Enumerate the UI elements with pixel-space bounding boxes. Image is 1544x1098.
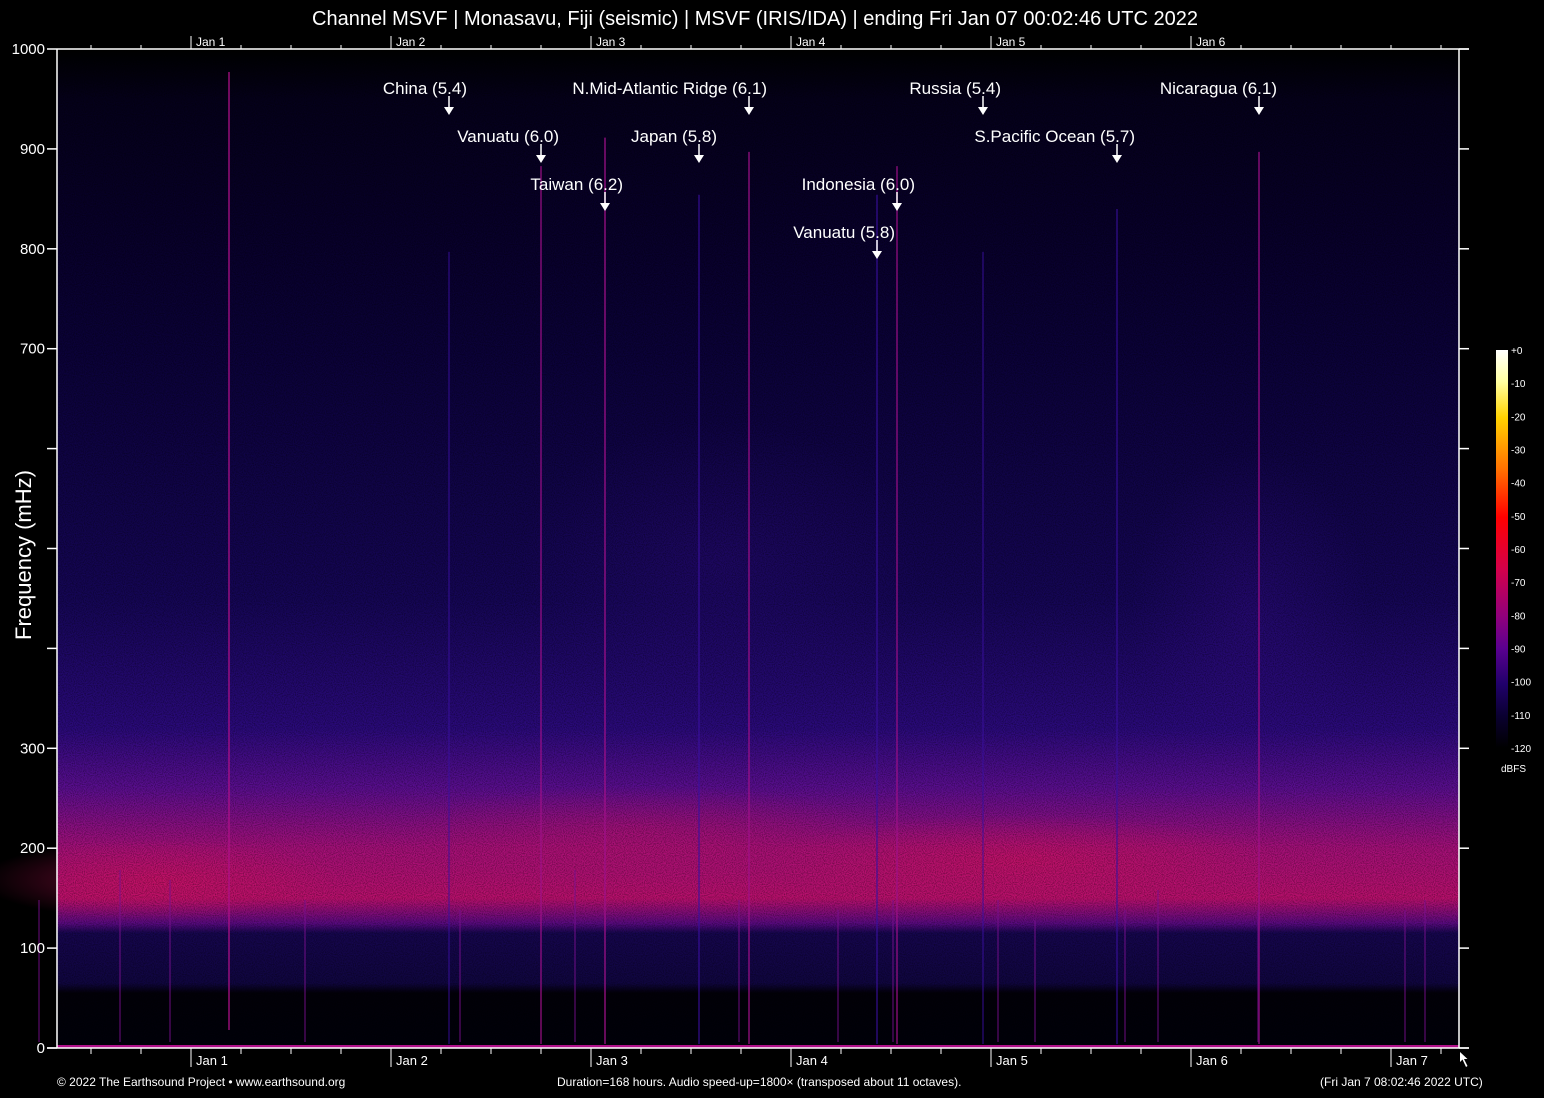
event-annotation: N.Mid-Atlantic Ridge (6.1) <box>572 79 767 115</box>
event-annotation: Nicaragua (6.1) <box>1160 79 1277 115</box>
colorbar-tick-label: -20 <box>1511 412 1526 423</box>
colorbar-tick-label: -30 <box>1511 446 1526 457</box>
event-label: Indonesia (6.0) <box>802 175 915 194</box>
colorbar: +0 -10 -20 -30 -40 -50 -60 -70 -80 -90 -100 -110 -12… <box>1496 346 1531 775</box>
down-arrow-icon <box>444 107 454 115</box>
event-annotation: Vanuatu (6.0) <box>457 127 559 163</box>
x-tick-label-bottom: Jan 1 <box>196 1053 228 1068</box>
y-tick-label: 200 <box>20 840 45 857</box>
y-tick-label: 700 <box>20 341 45 358</box>
down-arrow-icon <box>892 203 902 211</box>
colorbar-tick-label: -90 <box>1511 645 1526 656</box>
down-arrow-icon <box>744 107 754 115</box>
event-annotation: Japan (5.8) <box>631 127 717 163</box>
x-tick-label-bottom: Jan 5 <box>996 1053 1028 1068</box>
spectrogram-plot <box>0 49 1459 1048</box>
event-annotation: Taiwan (6.2) <box>530 175 623 211</box>
colorbar-tick-label: -120 <box>1511 744 1531 755</box>
colorbar-tick-label: -60 <box>1511 545 1526 556</box>
event-label: S.Pacific Ocean (5.7) <box>974 127 1135 146</box>
down-arrow-icon <box>872 251 882 259</box>
earthquake-annotations: China (5.4) N.Mid-Atlantic Ridge (6.1) Rus… <box>383 79 1277 259</box>
event-label: Japan (5.8) <box>631 127 717 146</box>
event-lines <box>38 72 1426 1044</box>
colorbar-tick-label: -10 <box>1511 379 1526 390</box>
event-annotation: Indonesia (6.0) <box>802 175 915 211</box>
event-label: Nicaragua (6.1) <box>1160 79 1277 98</box>
cursor-arrow-icon <box>1460 1052 1468 1067</box>
x-tick-label-top: Jan 4 <box>796 35 826 49</box>
down-arrow-icon <box>536 155 546 163</box>
down-arrow-icon <box>694 155 704 163</box>
y-tick-label: 100 <box>20 940 45 957</box>
event-label: Vanuatu (6.0) <box>457 127 559 146</box>
x-tick-label-bottom: Jan 6 <box>1196 1053 1228 1068</box>
chart-title: Channel MSVF | Monasavu, Fiji (seismic) … <box>312 8 1198 30</box>
event-annotation: China (5.4) <box>383 79 467 115</box>
x-tick-label-bottom: Jan 3 <box>596 1053 628 1068</box>
x-tick-label-bottom: Jan 7 <box>1396 1053 1428 1068</box>
colorbar-tick-label: +0 <box>1511 346 1523 357</box>
colorbar-tick-label: -80 <box>1511 611 1526 622</box>
footer-copyright: © 2022 The Earthsound Project • www.eart… <box>57 1075 346 1089</box>
event-annotation: Vanuatu (5.8) <box>793 223 895 259</box>
x-axis-ticks: Jan 1 Jan 2 Jan 3 Jan 4 Jan 5 Jan 6 Jan 7 Jan 1… <box>90 35 1442 1068</box>
y-tick-label: 0 <box>37 1040 45 1057</box>
x-tick-label-bottom: Jan 4 <box>796 1053 828 1068</box>
event-label: N.Mid-Atlantic Ridge (6.1) <box>572 79 767 98</box>
x-tick-label-top: Jan 1 <box>196 35 226 49</box>
down-arrow-icon <box>978 107 988 115</box>
colorbar-tick-label: -40 <box>1511 479 1526 490</box>
y-tick-label: 300 <box>20 740 45 757</box>
down-arrow-icon <box>1112 155 1122 163</box>
colorbar-tick-label: -110 <box>1511 711 1531 722</box>
x-tick-label-top: Jan 2 <box>396 35 426 49</box>
colorbar-tick-label: -70 <box>1511 578 1526 589</box>
colorbar-tick-label: -100 <box>1511 678 1531 689</box>
event-label: Taiwan (6.2) <box>530 175 623 194</box>
footer-timestamp: (Fri Jan 7 08:02:46 2022 UTC) <box>1320 1075 1483 1089</box>
down-arrow-icon <box>600 203 610 211</box>
y-axis-ticks: 0 100 200 300 700 800 900 1000 <box>12 41 1469 1057</box>
event-label: Russia (5.4) <box>909 79 1001 98</box>
y-axis-label: Frequency (mHz) <box>11 470 36 640</box>
x-tick-label-top: Jan 3 <box>596 35 626 49</box>
event-label: China (5.4) <box>383 79 467 98</box>
colorbar-tick-label: -50 <box>1511 512 1526 523</box>
event-label: Vanuatu (5.8) <box>793 223 895 242</box>
x-tick-label-top: Jan 5 <box>996 35 1026 49</box>
footer-duration-info: Duration=168 hours. Audio speed-up=1800×… <box>557 1075 962 1089</box>
x-tick-label-top: Jan 6 <box>1196 35 1226 49</box>
event-annotation: Russia (5.4) <box>909 79 1001 115</box>
y-tick-label: 900 <box>20 141 45 158</box>
x-tick-label-bottom: Jan 2 <box>396 1053 428 1068</box>
y-tick-label: 800 <box>20 241 45 258</box>
colorbar-label: dBFS <box>1501 764 1526 775</box>
down-arrow-icon <box>1254 107 1264 115</box>
y-tick-label: 1000 <box>12 41 45 58</box>
event-annotation: S.Pacific Ocean (5.7) <box>974 127 1135 163</box>
